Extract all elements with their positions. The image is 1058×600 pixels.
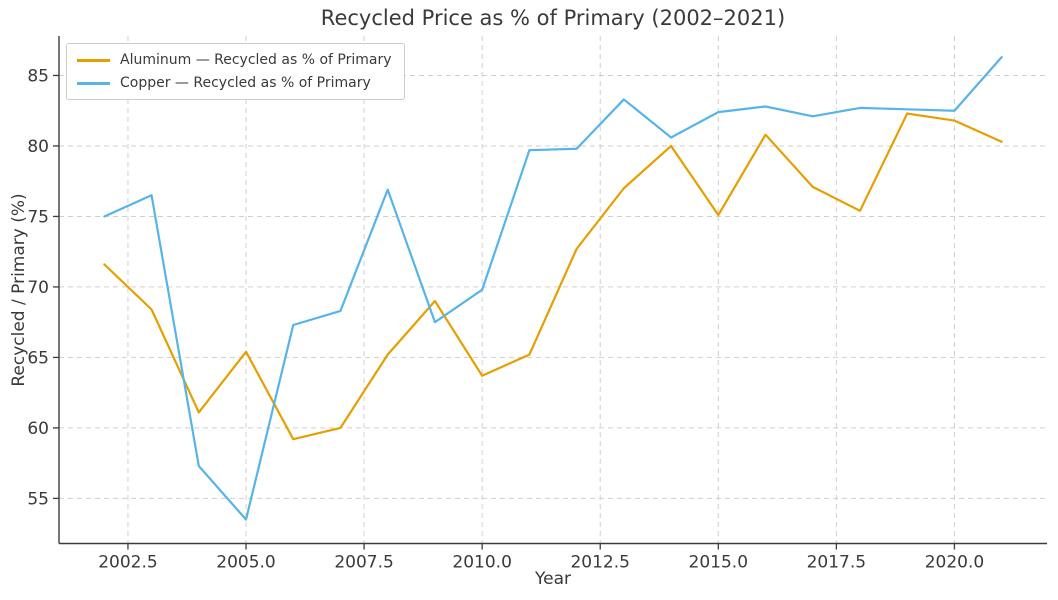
legend-item-aluminum: Aluminum — Recycled as % of Primary bbox=[77, 52, 392, 68]
aluminum-line-swatch bbox=[77, 58, 110, 62]
x-tick-label-2005.0: 2005.0 bbox=[216, 553, 275, 573]
x-tick-label-2017.5: 2017.5 bbox=[807, 553, 866, 573]
x-tick-label-2007.5: 2007.5 bbox=[334, 553, 393, 573]
copper-line-swatch bbox=[77, 81, 110, 85]
y-tick-label-65: 65 bbox=[27, 348, 49, 368]
legend-label-copper: Copper — Recycled as % of Primary bbox=[120, 75, 371, 91]
legend-label-aluminum: Aluminum — Recycled as % of Primary bbox=[120, 52, 392, 68]
x-tick-label-2002.5: 2002.5 bbox=[98, 553, 157, 573]
legend: Aluminum — Recycled as % of Primary Copp… bbox=[66, 43, 405, 100]
y-tick-label-85: 85 bbox=[27, 66, 49, 86]
y-tick-label-55: 55 bbox=[27, 489, 49, 509]
copper-series-line bbox=[103, 56, 1003, 521]
x-tick-label-2015.0: 2015.0 bbox=[689, 553, 748, 573]
x-tick-label-2020.0: 2020.0 bbox=[925, 553, 984, 573]
y-tick-label-60: 60 bbox=[27, 419, 49, 439]
y-tick-label-70: 70 bbox=[27, 278, 49, 298]
chart-title: Recycled Price as % of Primary (2002–202… bbox=[320, 6, 786, 30]
y-tick-label-75: 75 bbox=[27, 207, 49, 227]
x-tick-label-2012.5: 2012.5 bbox=[570, 553, 629, 573]
y-tick-label-80: 80 bbox=[27, 137, 49, 157]
x-axis-label: Year bbox=[535, 569, 571, 589]
x-tick-label-2010.0: 2010.0 bbox=[452, 553, 511, 573]
y-axis-label: Recycled / Primary (%) bbox=[9, 193, 29, 387]
legend-item-copper: Copper — Recycled as % of Primary bbox=[77, 75, 392, 91]
aluminum-series-line bbox=[103, 112, 1003, 441]
